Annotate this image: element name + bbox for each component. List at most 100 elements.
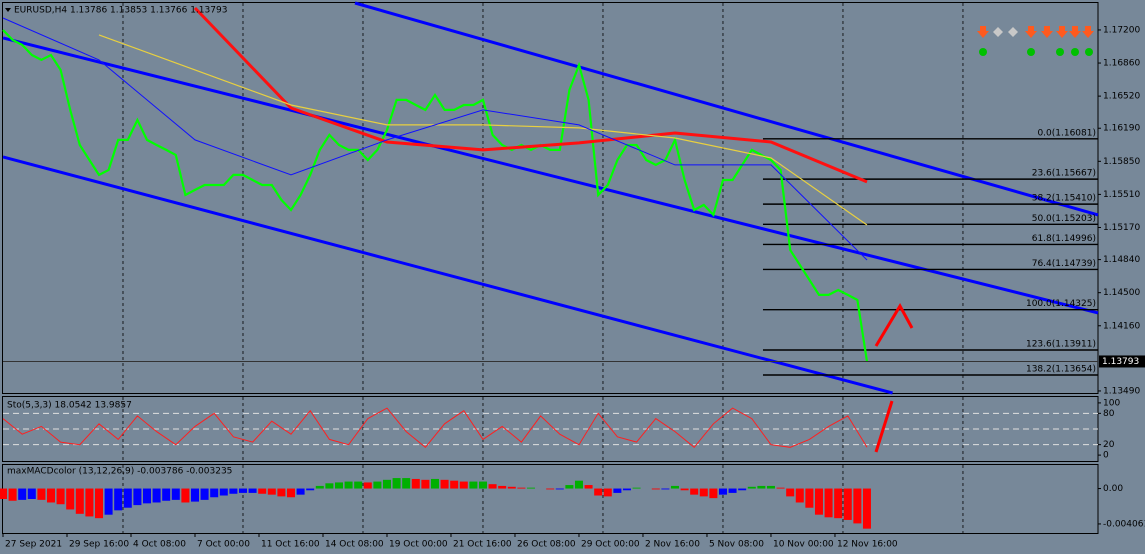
- arrow-icon: [977, 26, 989, 38]
- macd-bar: [670, 485, 679, 489]
- macd-bar: [75, 488, 84, 514]
- y-tick-label: -0.004061: [1103, 519, 1145, 529]
- macd-bar: [8, 488, 17, 501]
- macd-bar: [459, 481, 468, 489]
- macd-bar: [392, 478, 401, 489]
- sto-title: Sto(5,3,3) 18.0542 13.9857: [7, 401, 132, 411]
- main-frame: [2, 2, 1099, 394]
- y-tick-label: 0: [1103, 451, 1109, 461]
- macd-bar: [795, 488, 804, 503]
- macd-bar: [402, 478, 411, 489]
- arrow-icon: [1056, 26, 1068, 38]
- macd-bar: [699, 488, 708, 497]
- dot-icon: [1085, 48, 1093, 56]
- y-tick-label: 1.14840: [1103, 255, 1140, 265]
- fibo-label: 123.6(1.13911): [1026, 339, 1096, 349]
- macd-bar: [507, 486, 516, 489]
- macd-bar: [584, 485, 593, 489]
- macd-bar: [747, 486, 756, 489]
- macd-bar: [334, 482, 343, 489]
- dot-icon: [1071, 48, 1079, 56]
- macd-bar: [37, 488, 46, 500]
- macd-bar: [286, 488, 295, 498]
- macd-bar: [469, 481, 478, 489]
- macd-bar: [200, 488, 209, 500]
- macd-bar: [805, 488, 814, 508]
- macd-bar: [430, 478, 439, 489]
- macd-title: maxMACDcolor (13,12,26,9) -0.003786 -0.0…: [7, 467, 232, 477]
- y-tick-label: 1.13490: [1103, 386, 1140, 396]
- y-tick-label: 0.00: [1103, 484, 1123, 494]
- macd-bar: [651, 488, 660, 490]
- macd-bar: [354, 481, 363, 489]
- dot-icon: [1056, 48, 1064, 56]
- macd-bar: [325, 483, 334, 489]
- channel-line: [2, 155, 893, 395]
- fibo-label: 0.0(1.16081): [1037, 128, 1096, 138]
- diamond-icon: [1008, 27, 1018, 37]
- y-tick-label: 1.14160: [1103, 321, 1140, 331]
- macd-bar: [766, 485, 775, 489]
- y-tick-label: 1.17200: [1103, 25, 1140, 35]
- diamond-icon: [993, 27, 1003, 37]
- last-price-box: [1099, 355, 1145, 368]
- macd-bar: [632, 487, 641, 489]
- macd-bar: [0, 488, 7, 499]
- arrow-icon: [1082, 26, 1094, 38]
- series-line: [2, 29, 869, 362]
- macd-bar: [219, 488, 228, 496]
- macd-bar: [450, 480, 459, 489]
- fibo-label: 38.2(1.15410): [1032, 194, 1096, 204]
- y-tick-label: 1.15850: [1103, 157, 1140, 167]
- drawn-arrow: [874, 302, 914, 347]
- macd-bar: [114, 488, 123, 511]
- macd-bar: [296, 488, 305, 495]
- y-tick-label: 1.14500: [1103, 288, 1140, 298]
- macd-bar: [171, 488, 180, 500]
- macd-bar: [488, 484, 497, 489]
- macd-bar: [66, 488, 75, 510]
- macd-bar: [738, 488, 747, 491]
- macd-bar: [834, 488, 843, 519]
- x-tick-label: 4 Oct 08:00: [133, 540, 186, 550]
- macd-bar: [190, 488, 199, 502]
- signal-icons: [977, 26, 1094, 56]
- fibo-label: 50.0(1.15203): [1032, 214, 1096, 224]
- macd-bar: [843, 488, 852, 520]
- y-tick-label: 100: [1103, 398, 1120, 408]
- macd-bar: [824, 488, 833, 518]
- drawn-arrow: [874, 400, 894, 453]
- macd-bar: [373, 481, 382, 489]
- macd-bar: [757, 485, 766, 489]
- macd-bar: [238, 488, 247, 493]
- macd-bar: [709, 488, 718, 499]
- macd-bar: [18, 488, 27, 500]
- macd-bar: [152, 488, 161, 503]
- macd-bar: [344, 481, 353, 489]
- arrow-icon: [1041, 26, 1053, 38]
- macd-bar: [421, 479, 430, 489]
- x-tick-label: 10 Nov 00:00: [773, 540, 834, 550]
- x-tick-label: 21 Oct 16:00: [453, 540, 512, 550]
- macd-bar: [776, 487, 785, 489]
- macd-bar: [94, 488, 103, 519]
- x-tick-label: 12 Nov 16:00: [837, 540, 898, 550]
- macd-bar: [210, 488, 219, 498]
- macd-bar: [526, 487, 535, 489]
- x-tick-label: 29 Oct 00:00: [581, 540, 640, 550]
- fibo-label: 61.8(1.14996): [1032, 234, 1096, 244]
- y-tick-label: 1.16190: [1103, 124, 1140, 134]
- last-price-label: 1.13793: [1102, 357, 1139, 367]
- series-line: [2, 17, 868, 261]
- macd-bar: [411, 478, 420, 489]
- macd-bar: [603, 488, 612, 497]
- macd-bar: [382, 479, 391, 489]
- macd-bar: [622, 488, 631, 491]
- x-tick-label: 11 Oct 16:00: [261, 540, 320, 550]
- y-tick-label: 1.15170: [1103, 223, 1140, 233]
- fibo-label: 100.0(1.14325): [1026, 299, 1096, 309]
- menu-triangle: [5, 8, 11, 12]
- macd-bar: [718, 488, 727, 495]
- series-line: [193, 6, 868, 184]
